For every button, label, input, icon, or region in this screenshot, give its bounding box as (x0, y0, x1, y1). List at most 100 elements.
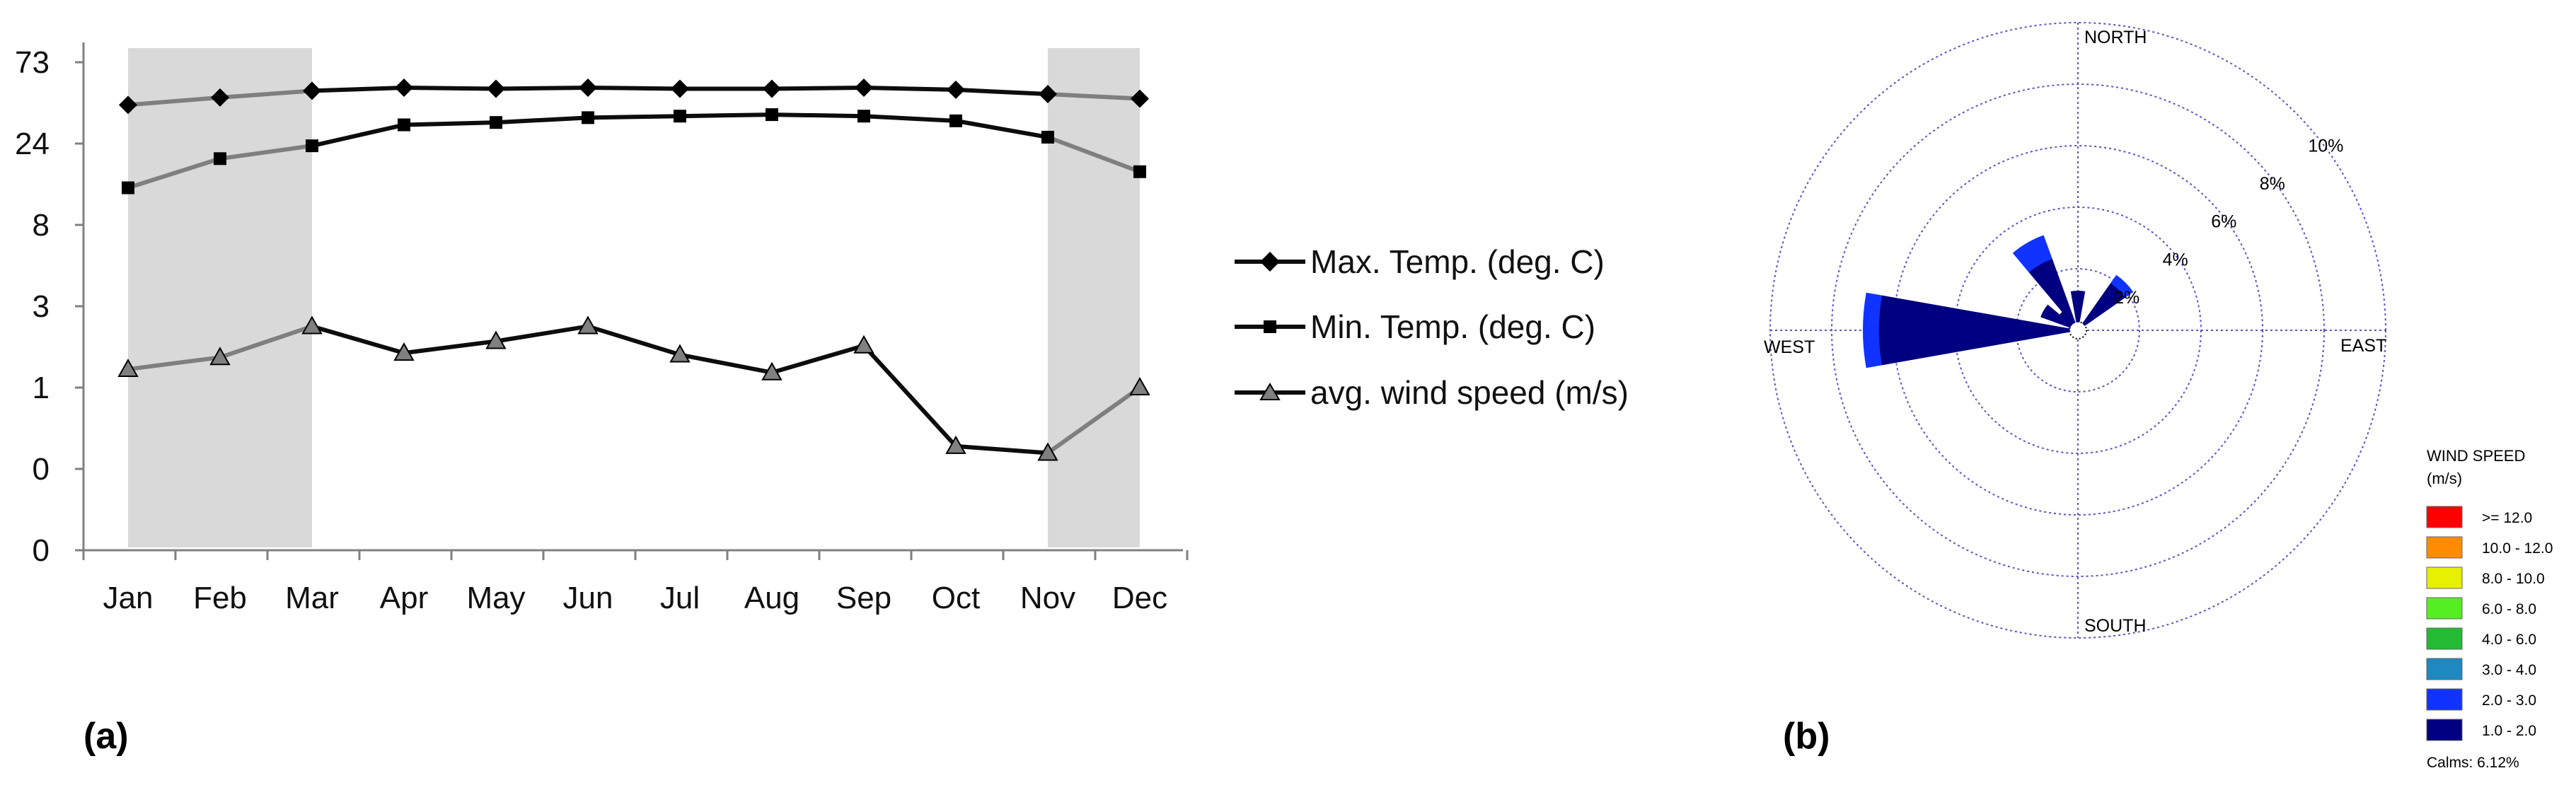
series-segment (1046, 135, 1141, 174)
series-segment (587, 324, 681, 357)
wind-rose-petals (1863, 235, 2134, 368)
series-segment (127, 355, 221, 372)
wind-speed-swatch (2426, 627, 2463, 650)
data-point-diamond (487, 79, 505, 98)
series-segment (955, 443, 1049, 455)
x-tick-label: Aug (744, 581, 799, 615)
direction-west-label: WEST (1764, 337, 1815, 357)
x-tick-label: Sep (836, 581, 891, 615)
ring-label: 6% (2211, 212, 2236, 232)
legend-label-max-temp: Max. Temp. (deg. C) (1310, 243, 1605, 280)
series-segment (127, 95, 221, 108)
y-tick-label: 24 (15, 127, 50, 161)
x-tick-label: Jan (103, 581, 154, 615)
data-point-triangle (209, 347, 231, 366)
data-point-triangle (669, 344, 691, 363)
data-point-diamond (947, 80, 965, 99)
series-segment (679, 112, 773, 119)
y-tick-label: 1 (33, 371, 50, 405)
data-point-diamond (1131, 89, 1149, 108)
rose-ring (2016, 268, 2140, 393)
wind-speed-bin-label: 10.0 - 12.0 (2482, 540, 2553, 557)
data-point-triangle (1037, 442, 1058, 461)
panel-label-b: (b) (1783, 716, 1830, 757)
series-lines (117, 78, 1150, 461)
wind-speed-swatch (2426, 688, 2463, 711)
wind-speed-swatch (2426, 597, 2463, 620)
wind-speed-legend-unit: (m/s) (2427, 470, 2462, 487)
data-point-diamond (303, 81, 321, 100)
data-point-square (306, 139, 318, 153)
series-segment (679, 352, 773, 375)
data-point-diamond (119, 95, 137, 115)
rose-petal-segment (1863, 292, 1883, 368)
series-segment (863, 85, 957, 92)
line-chart: 0 0 1 3 8 24 73 Jan Feb Mar Apr May Jun Jul Aug Sep Oct… (15, 42, 1189, 615)
series-segment (955, 118, 1049, 139)
data-point-square (582, 111, 594, 124)
data-point-square (766, 108, 778, 122)
ring-label: 4% (2163, 250, 2188, 269)
y-ticks: 0 0 1 3 8 24 73 (15, 45, 83, 568)
wind-speed-bin-label: 3.0 - 4.0 (2482, 662, 2536, 678)
data-point-square (490, 116, 502, 129)
x-tick-label: Feb (193, 581, 247, 615)
data-point-diamond (763, 79, 781, 98)
data-point-diamond (855, 78, 873, 97)
data-point-diamond (1039, 85, 1057, 104)
data-point-triangle (393, 342, 415, 361)
data-point-diamond (395, 78, 413, 97)
rose-petal-segment (2040, 304, 2072, 328)
series-segment (219, 144, 313, 161)
x-tick-label: Dec (1112, 581, 1167, 615)
rose-petal-segment (2110, 274, 2134, 298)
legend-entry-max-temp: Max. Temp. (deg. C) (1235, 243, 1605, 280)
y-tick-label: 8 (33, 208, 50, 243)
wind-speed-swatch (2426, 506, 2463, 528)
y-tick-label: 0 (33, 533, 50, 568)
shaded-regions (128, 48, 1140, 547)
data-point-diamond (671, 79, 689, 98)
x-tick-label: Apr (380, 581, 428, 615)
data-point-square (949, 114, 962, 127)
shaded-region (128, 48, 312, 547)
data-point-triangle (485, 330, 507, 349)
legend-label-wind-speed: avg. wind speed (m/s) (1310, 374, 1629, 411)
data-point-square (857, 110, 870, 123)
wind-speed-swatch (2426, 658, 2463, 680)
data-point-square (1041, 130, 1054, 144)
series-segment (219, 324, 313, 360)
shaded-region (1048, 48, 1140, 547)
wind-speed-swatch (2426, 536, 2463, 559)
series-segment (495, 115, 589, 125)
wind-speed-bin-label: 2.0 - 3.0 (2482, 692, 2536, 709)
series-triangle (117, 315, 1150, 461)
wind-speed-bin-label: >= 12.0 (2482, 510, 2532, 526)
data-point-diamond (211, 88, 229, 107)
series-square (122, 108, 1146, 194)
data-point-square (398, 118, 410, 132)
x-tick-label: May (466, 581, 525, 615)
data-point-triangle (1129, 376, 1150, 395)
series-segment (219, 88, 313, 100)
wind-speed-swatch (2426, 567, 2463, 589)
x-tick-label: Jul (660, 581, 700, 615)
legend-entry-min-temp: Min. Temp. (deg. C) (1235, 308, 1595, 345)
ring-label: 2% (2114, 288, 2139, 308)
data-point-square (214, 152, 226, 165)
data-point-diamond (579, 78, 597, 97)
legend-triangle-marker (1259, 383, 1281, 400)
panel-label-a: (a) (83, 716, 129, 757)
series-segment (311, 122, 405, 149)
data-point-triangle (577, 315, 599, 335)
series-segment (587, 114, 681, 120)
data-point-square (674, 110, 686, 123)
wind-rose: NORTH SOUTH WEST EAST 2% 4% 6% 8% 10% (1764, 22, 2386, 639)
data-point-triangle (761, 361, 782, 381)
series-segment (863, 114, 957, 123)
wind-rose-grid (1769, 22, 2386, 639)
series-segment (403, 120, 497, 127)
x-tick-label: Jun (563, 581, 613, 615)
y-tick-label: 0 (33, 452, 50, 487)
